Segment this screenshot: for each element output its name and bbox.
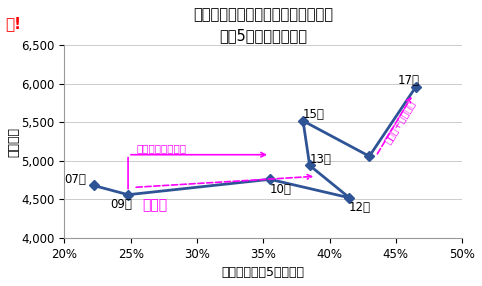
Text: 15年: 15年 <box>303 108 324 121</box>
Text: 07年: 07年 <box>64 173 86 186</box>
Text: 17年: 17年 <box>398 74 420 88</box>
Text: リーマンショック: リーマンショック <box>136 143 186 153</box>
Text: 寡占化: 寡占化 <box>142 198 167 212</box>
Text: 10年: 10年 <box>269 183 292 196</box>
Text: マ!: マ! <box>5 17 21 31</box>
Text: 09年: 09年 <box>110 198 133 211</box>
Text: 寡占化+価格上昇: 寡占化+価格上昇 <box>383 98 417 146</box>
Y-axis label: （万円）: （万円） <box>7 127 20 157</box>
X-axis label: 発売戸数上位5社シェア: 発売戸数上位5社シェア <box>222 266 305 279</box>
Title: 首都圏新築マンションの平均価格と
上位5社シェアの推移: 首都圏新築マンションの平均価格と 上位5社シェアの推移 <box>193 7 333 43</box>
Text: 13年: 13年 <box>309 153 331 166</box>
Text: 12年: 12年 <box>349 201 371 214</box>
